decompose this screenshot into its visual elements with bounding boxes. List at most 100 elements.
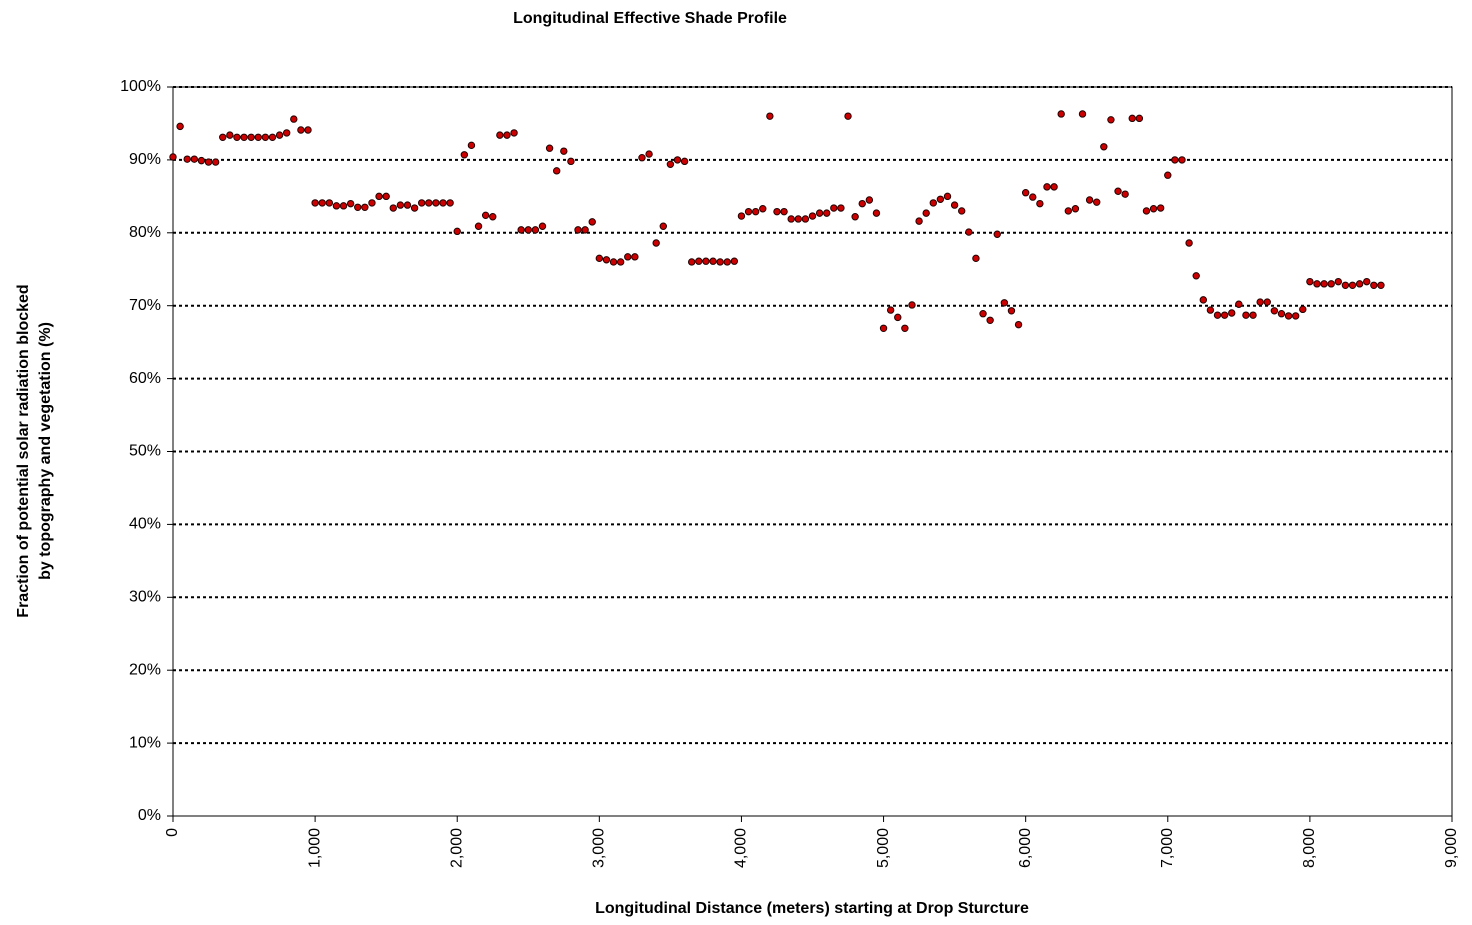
point	[197, 156, 206, 165]
point	[474, 222, 483, 230]
x-tick-label: 2,000	[448, 828, 465, 868]
point	[801, 215, 810, 223]
point	[368, 199, 376, 207]
point	[709, 257, 717, 265]
point	[240, 133, 248, 142]
point	[1142, 207, 1151, 215]
y-axis-label: by topography and vegetation (%)	[37, 322, 54, 580]
point	[268, 133, 277, 142]
point	[1277, 310, 1286, 318]
point	[1348, 281, 1357, 289]
point	[1100, 143, 1108, 151]
y-tick-label: 20%	[129, 661, 161, 678]
point	[1242, 311, 1250, 319]
point	[936, 195, 945, 203]
point	[1107, 116, 1115, 124]
point	[1291, 312, 1300, 320]
point	[1121, 190, 1129, 198]
point	[1021, 189, 1030, 197]
point	[190, 155, 199, 163]
y-tick-label: 100%	[120, 78, 161, 95]
point	[659, 222, 667, 230]
point	[403, 201, 412, 209]
point	[1320, 280, 1328, 288]
point	[1313, 280, 1321, 288]
point	[254, 133, 262, 142]
point	[176, 122, 184, 131]
point	[389, 204, 397, 212]
point	[1036, 199, 1044, 208]
point	[211, 158, 220, 166]
point	[581, 226, 589, 234]
point	[261, 133, 270, 142]
point	[823, 209, 831, 217]
point	[432, 199, 440, 207]
point	[787, 215, 795, 223]
point	[275, 131, 284, 139]
point	[560, 147, 568, 155]
point	[1327, 280, 1335, 288]
point	[1363, 277, 1371, 286]
x-tick-label: 5,000	[875, 828, 892, 868]
point	[1114, 187, 1122, 195]
point	[1299, 305, 1307, 314]
point	[1071, 205, 1080, 213]
point	[972, 254, 980, 263]
point	[1078, 110, 1087, 118]
point	[886, 306, 895, 314]
point	[1206, 306, 1215, 314]
point	[830, 204, 838, 212]
point	[1270, 307, 1279, 315]
point	[595, 254, 604, 263]
point	[950, 201, 959, 209]
point	[1213, 311, 1222, 319]
x-tick-label: 8,000	[1301, 828, 1318, 868]
point	[446, 199, 454, 207]
point	[1220, 311, 1229, 319]
point	[361, 203, 369, 211]
point	[290, 115, 298, 123]
point	[510, 129, 518, 137]
y-tick-label: 10%	[129, 734, 161, 751]
point	[233, 133, 241, 142]
point	[282, 129, 291, 137]
point	[759, 205, 767, 213]
point	[766, 112, 774, 120]
point	[1341, 281, 1350, 289]
y-tick-label: 30%	[129, 589, 161, 606]
point	[1284, 312, 1293, 320]
point	[872, 209, 881, 217]
point	[219, 133, 227, 142]
point	[226, 131, 234, 139]
point	[702, 257, 710, 265]
point	[865, 196, 874, 204]
point	[574, 226, 582, 234]
point	[993, 230, 1001, 238]
point	[354, 203, 362, 211]
point	[979, 310, 987, 318]
point	[567, 157, 575, 166]
point	[460, 151, 469, 159]
x-tick-label: 6,000	[1017, 828, 1034, 868]
y-tick-label: 40%	[129, 516, 161, 533]
y-tick-label: 50%	[129, 443, 161, 460]
x-tick-label: 1,000	[306, 828, 323, 868]
point	[545, 144, 554, 152]
x-tick-label: 3,000	[591, 828, 608, 868]
point	[1256, 298, 1264, 306]
y-tick-label: 70%	[129, 297, 161, 314]
point	[858, 199, 866, 208]
point	[780, 207, 788, 216]
y-tick-label: 90%	[129, 151, 161, 168]
point	[453, 227, 461, 236]
point	[538, 222, 547, 230]
point	[908, 301, 916, 309]
point	[247, 133, 255, 142]
point	[915, 217, 923, 225]
point	[1235, 300, 1243, 308]
point	[986, 316, 994, 324]
point	[339, 202, 348, 210]
point	[737, 212, 746, 220]
x-axis-label: Longitudinal Distance (meters) starting …	[595, 900, 1029, 917]
